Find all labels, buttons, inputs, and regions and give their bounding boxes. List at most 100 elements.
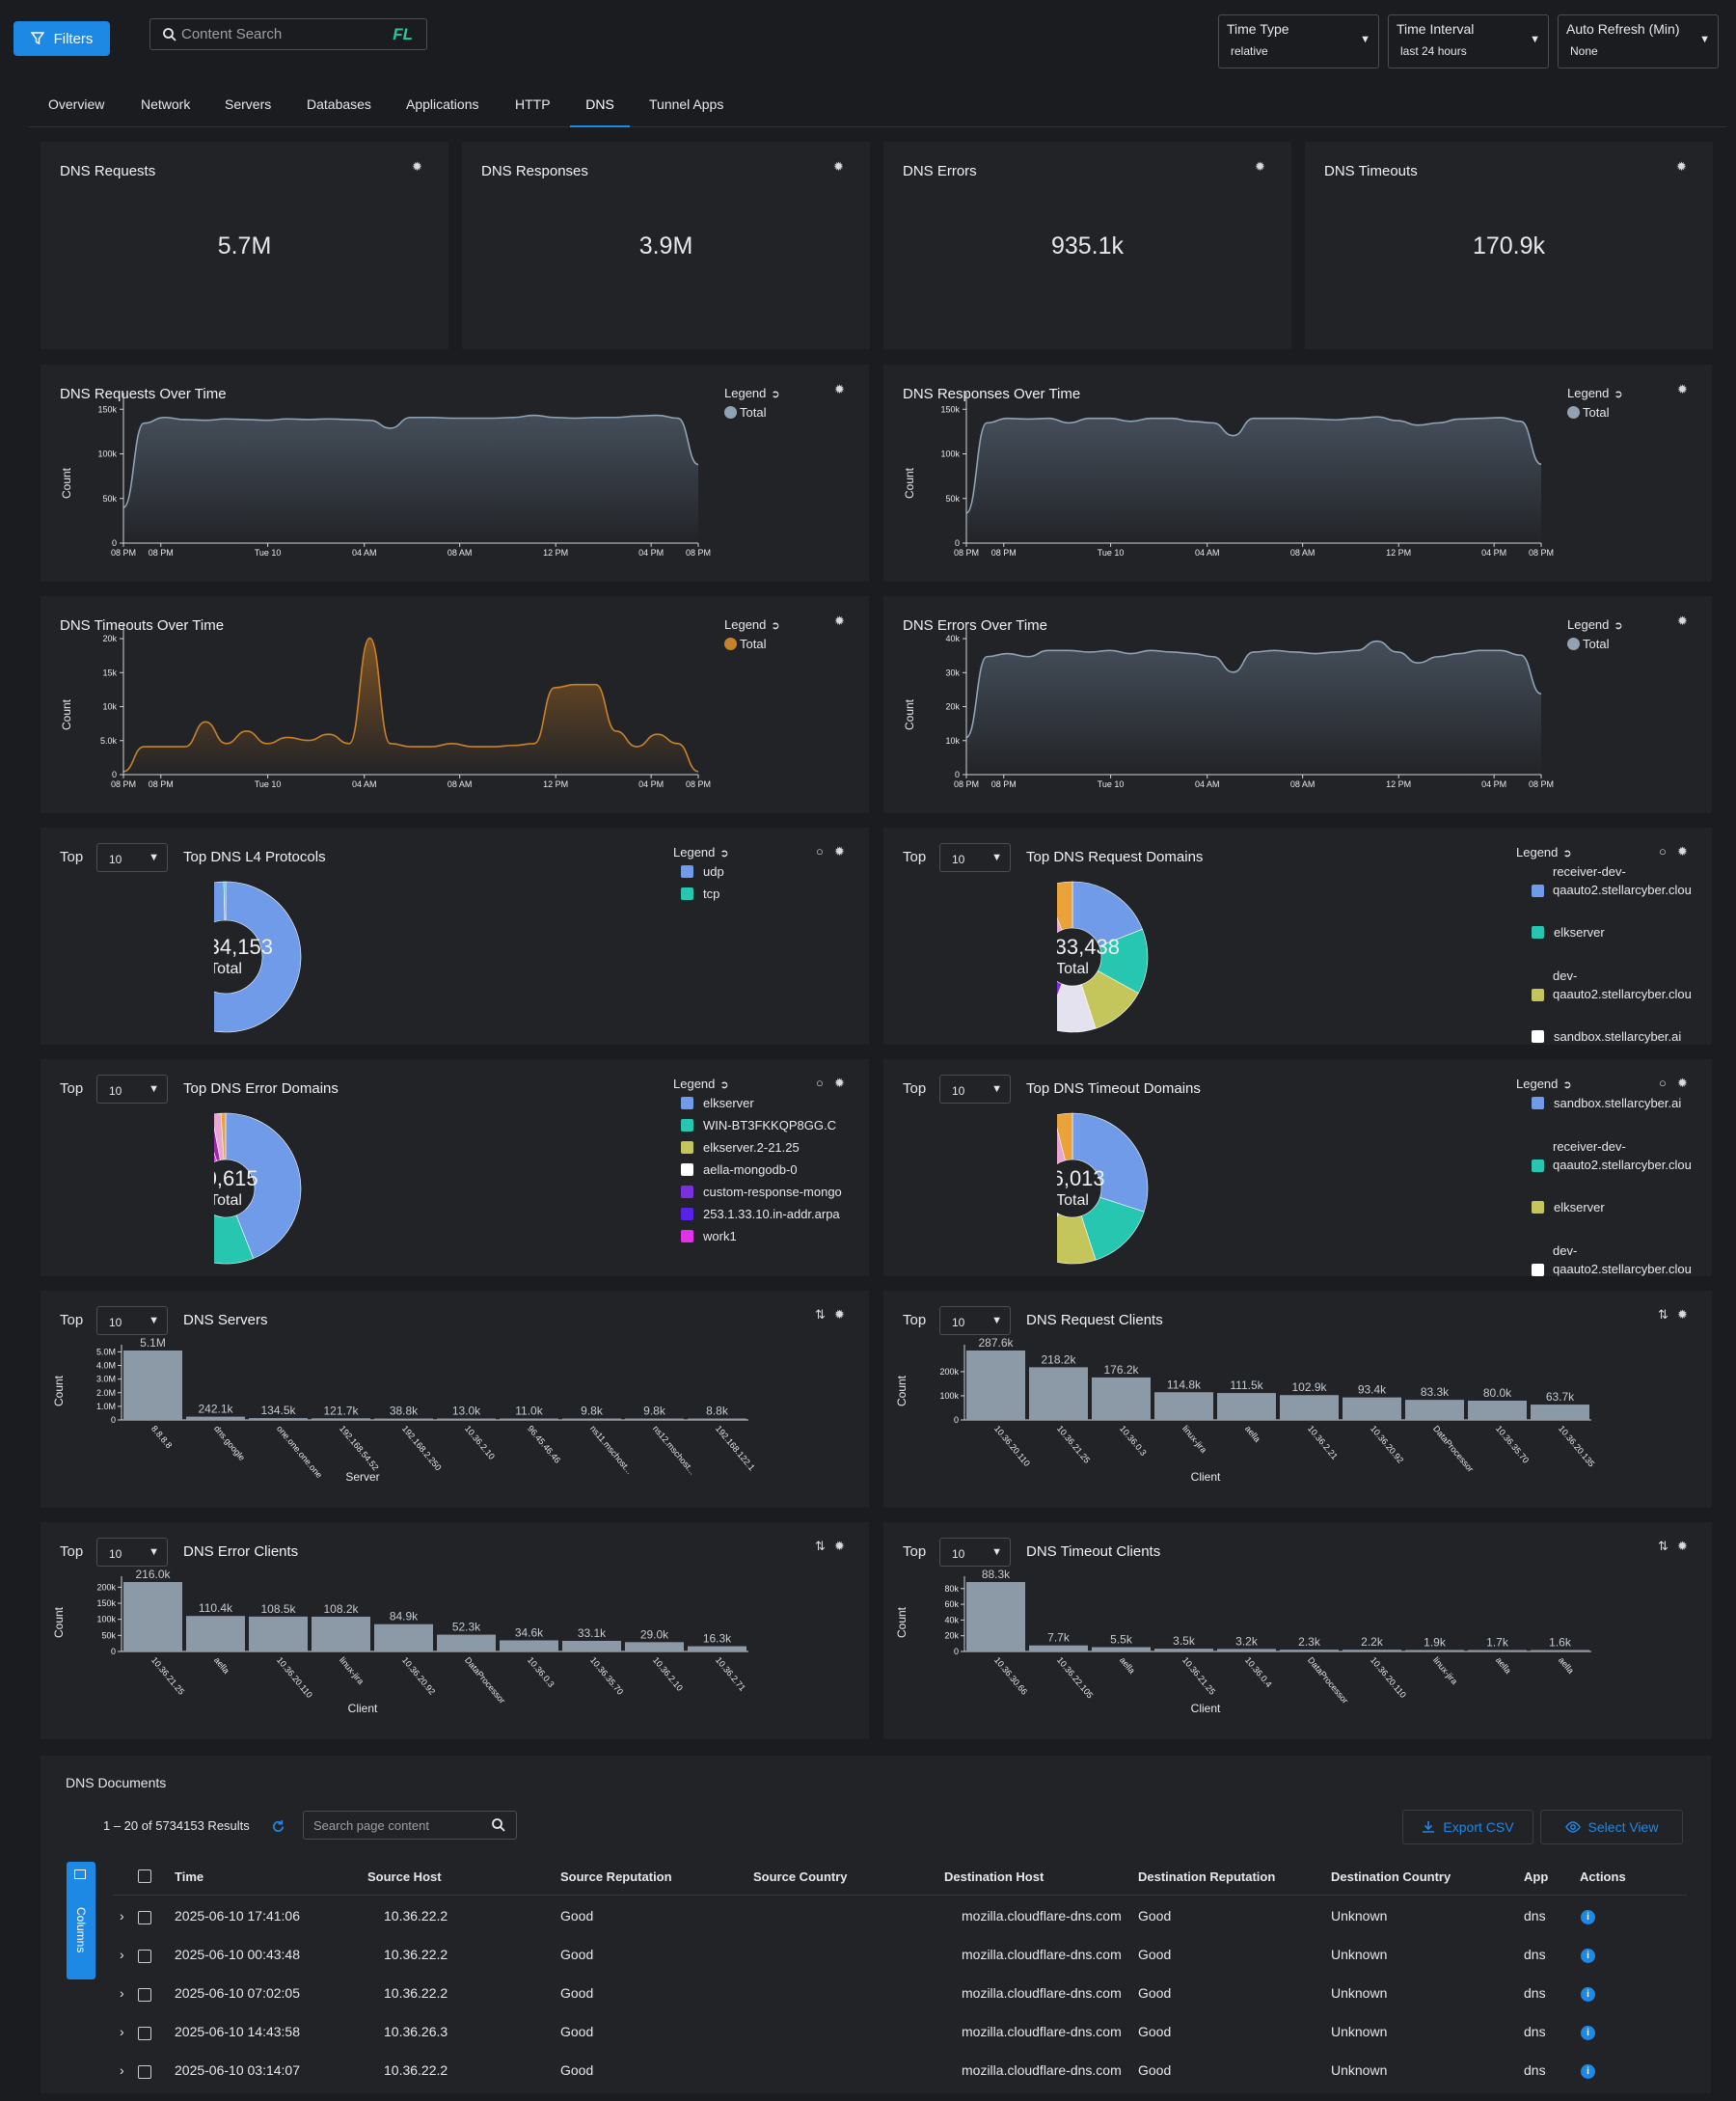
bar[interactable] [123,1582,182,1651]
page-search-input[interactable]: Search page content [303,1811,517,1840]
bar[interactable] [1092,1377,1151,1420]
bar[interactable] [1468,1650,1527,1652]
pie-slice[interactable] [1057,881,1073,931]
top-count-select[interactable]: 10 ▼ [939,1538,1011,1567]
column-header[interactable]: Destination Reputation [1138,1869,1276,1884]
row-checkbox[interactable] [138,1988,151,2002]
bar[interactable] [249,1418,308,1420]
legend-item-total[interactable]: Total [1567,637,1609,651]
bar[interactable] [1468,1400,1527,1420]
tab-overview[interactable]: Overview [48,96,105,112]
settings-icon[interactable]: ✹ [834,1539,845,1553]
column-header[interactable]: Destination Host [944,1869,1044,1884]
legend-item[interactable]: sandbox.stellarcyber.ai [1524,1029,1681,1044]
settings-icon[interactable]: ✹ [834,382,845,396]
top-count-select[interactable]: 10 ▼ [939,1075,1011,1104]
tab-databases[interactable]: Databases [307,96,371,112]
bar[interactable] [1343,1650,1401,1651]
sort-icon[interactable]: ⇅ [815,1307,826,1322]
settings-icon[interactable]: ✹ [834,1307,845,1322]
tab-tunnel-apps[interactable]: Tunnel Apps [649,96,724,112]
bar[interactable] [1405,1400,1464,1420]
export-csv-button[interactable]: Export CSV [1402,1810,1533,1844]
circle-toggle-icon[interactable]: ○ [816,1076,824,1090]
expand-row-icon[interactable]: › [120,1908,124,1924]
expand-row-icon[interactable]: › [120,1947,124,1962]
bar[interactable] [562,1640,621,1651]
bar[interactable] [1154,1392,1213,1420]
legend-toggle[interactable]: Legend ➲ [1567,386,1623,400]
tab-applications[interactable]: Applications [406,96,479,112]
tab-network[interactable]: Network [141,96,191,112]
pie-slice[interactable] [1057,983,1097,1033]
legend-item[interactable]: elkserver [1524,925,1605,940]
pie-slice[interactable] [220,1112,227,1160]
top-count-select[interactable]: 10 ▼ [96,1538,168,1567]
bar[interactable] [1280,1650,1339,1651]
bar[interactable] [249,1616,308,1651]
select-view-button[interactable]: Select View [1540,1810,1683,1844]
legend-item[interactable]: receiver-dev-qaauto2.stellarcyber.clou [1524,1139,1697,1176]
row-checkbox[interactable] [138,1950,151,1963]
settings-icon[interactable]: ✹ [1677,382,1688,396]
column-header[interactable]: Source Host [367,1869,442,1884]
table-row[interactable]: › 2025-06-10 17:41:06 10.36.22.2 Good mozill… [41,1908,1711,1947]
legend-item[interactable]: WIN-BT3FKKQP8GG.C [681,1118,836,1132]
bar[interactable] [186,1616,245,1651]
legend-item[interactable]: elkserver [1524,1200,1605,1214]
legend-item[interactable]: 253.1.33.10.in-addr.arpa [681,1207,840,1221]
bar[interactable] [1280,1395,1339,1420]
pie-slice[interactable] [214,1213,255,1265]
bar[interactable] [966,1582,1025,1651]
select-all-checkbox[interactable] [138,1869,151,1883]
content-search-input[interactable]: Content Search FL [149,18,427,50]
column-header[interactable]: Actions [1580,1869,1626,1884]
legend-item[interactable]: aella-mongodb-0 [681,1162,798,1177]
sort-icon[interactable]: ⇅ [1658,1539,1668,1553]
legend-toggle[interactable]: Legend ➲ [724,386,780,400]
time-interval-select[interactable]: Time Interval last 24 hours ▼ [1388,14,1549,68]
settings-icon[interactable]: ✹ [1677,1307,1688,1322]
bar[interactable] [1531,1405,1589,1420]
legend-toggle[interactable]: Legend ➲ [673,1077,729,1091]
legend-item-total[interactable]: Total [724,637,766,651]
pie-slice[interactable] [1057,972,1063,1026]
settings-icon[interactable]: ✹ [412,159,422,174]
bar[interactable] [688,1418,746,1421]
column-header[interactable]: Source Country [753,1869,848,1884]
bar[interactable] [374,1624,433,1651]
legend-toggle[interactable]: Legend ➲ [1516,1077,1572,1091]
legend-toggle[interactable]: Legend ➲ [673,845,729,860]
legend-toggle[interactable]: Legend ➲ [1516,845,1572,860]
info-icon[interactable]: i [1581,1949,1595,1963]
pie-slice[interactable] [1057,1213,1097,1265]
legend-item[interactable]: custom-response-mongo [681,1185,842,1199]
legend-item[interactable]: udp [681,864,724,879]
legend-item[interactable]: work1 [681,1229,737,1243]
bar[interactable] [312,1616,370,1651]
tab-http[interactable]: HTTP [515,96,551,112]
bar[interactable] [312,1418,370,1420]
legend-toggle[interactable]: Legend ➲ [724,617,780,632]
settings-icon[interactable]: ✹ [834,844,845,859]
row-checkbox[interactable] [138,1911,151,1924]
table-row[interactable]: › 2025-06-10 00:43:48 10.36.22.2 Good mozill… [41,1947,1711,1985]
pie-slice[interactable] [1057,1112,1073,1161]
circle-toggle-icon[interactable]: ○ [1659,1076,1667,1090]
legend-item[interactable]: receiver-dev-qaauto2.stellarcyber.clou [1524,864,1697,901]
pie-slice[interactable] [1071,881,1143,947]
column-header[interactable]: Destination Country [1331,1869,1451,1884]
legend-item[interactable]: dev-qaauto2.stellarcyber.clou [1524,969,1697,1005]
row-checkbox[interactable] [138,2027,151,2040]
tab-dns[interactable]: DNS [570,96,630,127]
table-row[interactable]: › 2025-06-10 03:14:07 10.36.22.2 Good mozill… [41,2062,1711,2101]
legend-item[interactable]: elkserver.2-21.25 [681,1140,800,1155]
top-count-select[interactable]: 10 ▼ [96,1306,168,1335]
bar[interactable] [966,1351,1025,1420]
bar[interactable] [500,1418,558,1421]
table-row[interactable]: › 2025-06-10 07:02:05 10.36.22.2 Good mozill… [41,1985,1711,2024]
pie-slice[interactable] [214,881,302,1033]
circle-toggle-icon[interactable]: ○ [816,844,824,859]
tab-servers[interactable]: Servers [225,96,272,112]
settings-icon[interactable]: ✹ [1255,159,1265,174]
